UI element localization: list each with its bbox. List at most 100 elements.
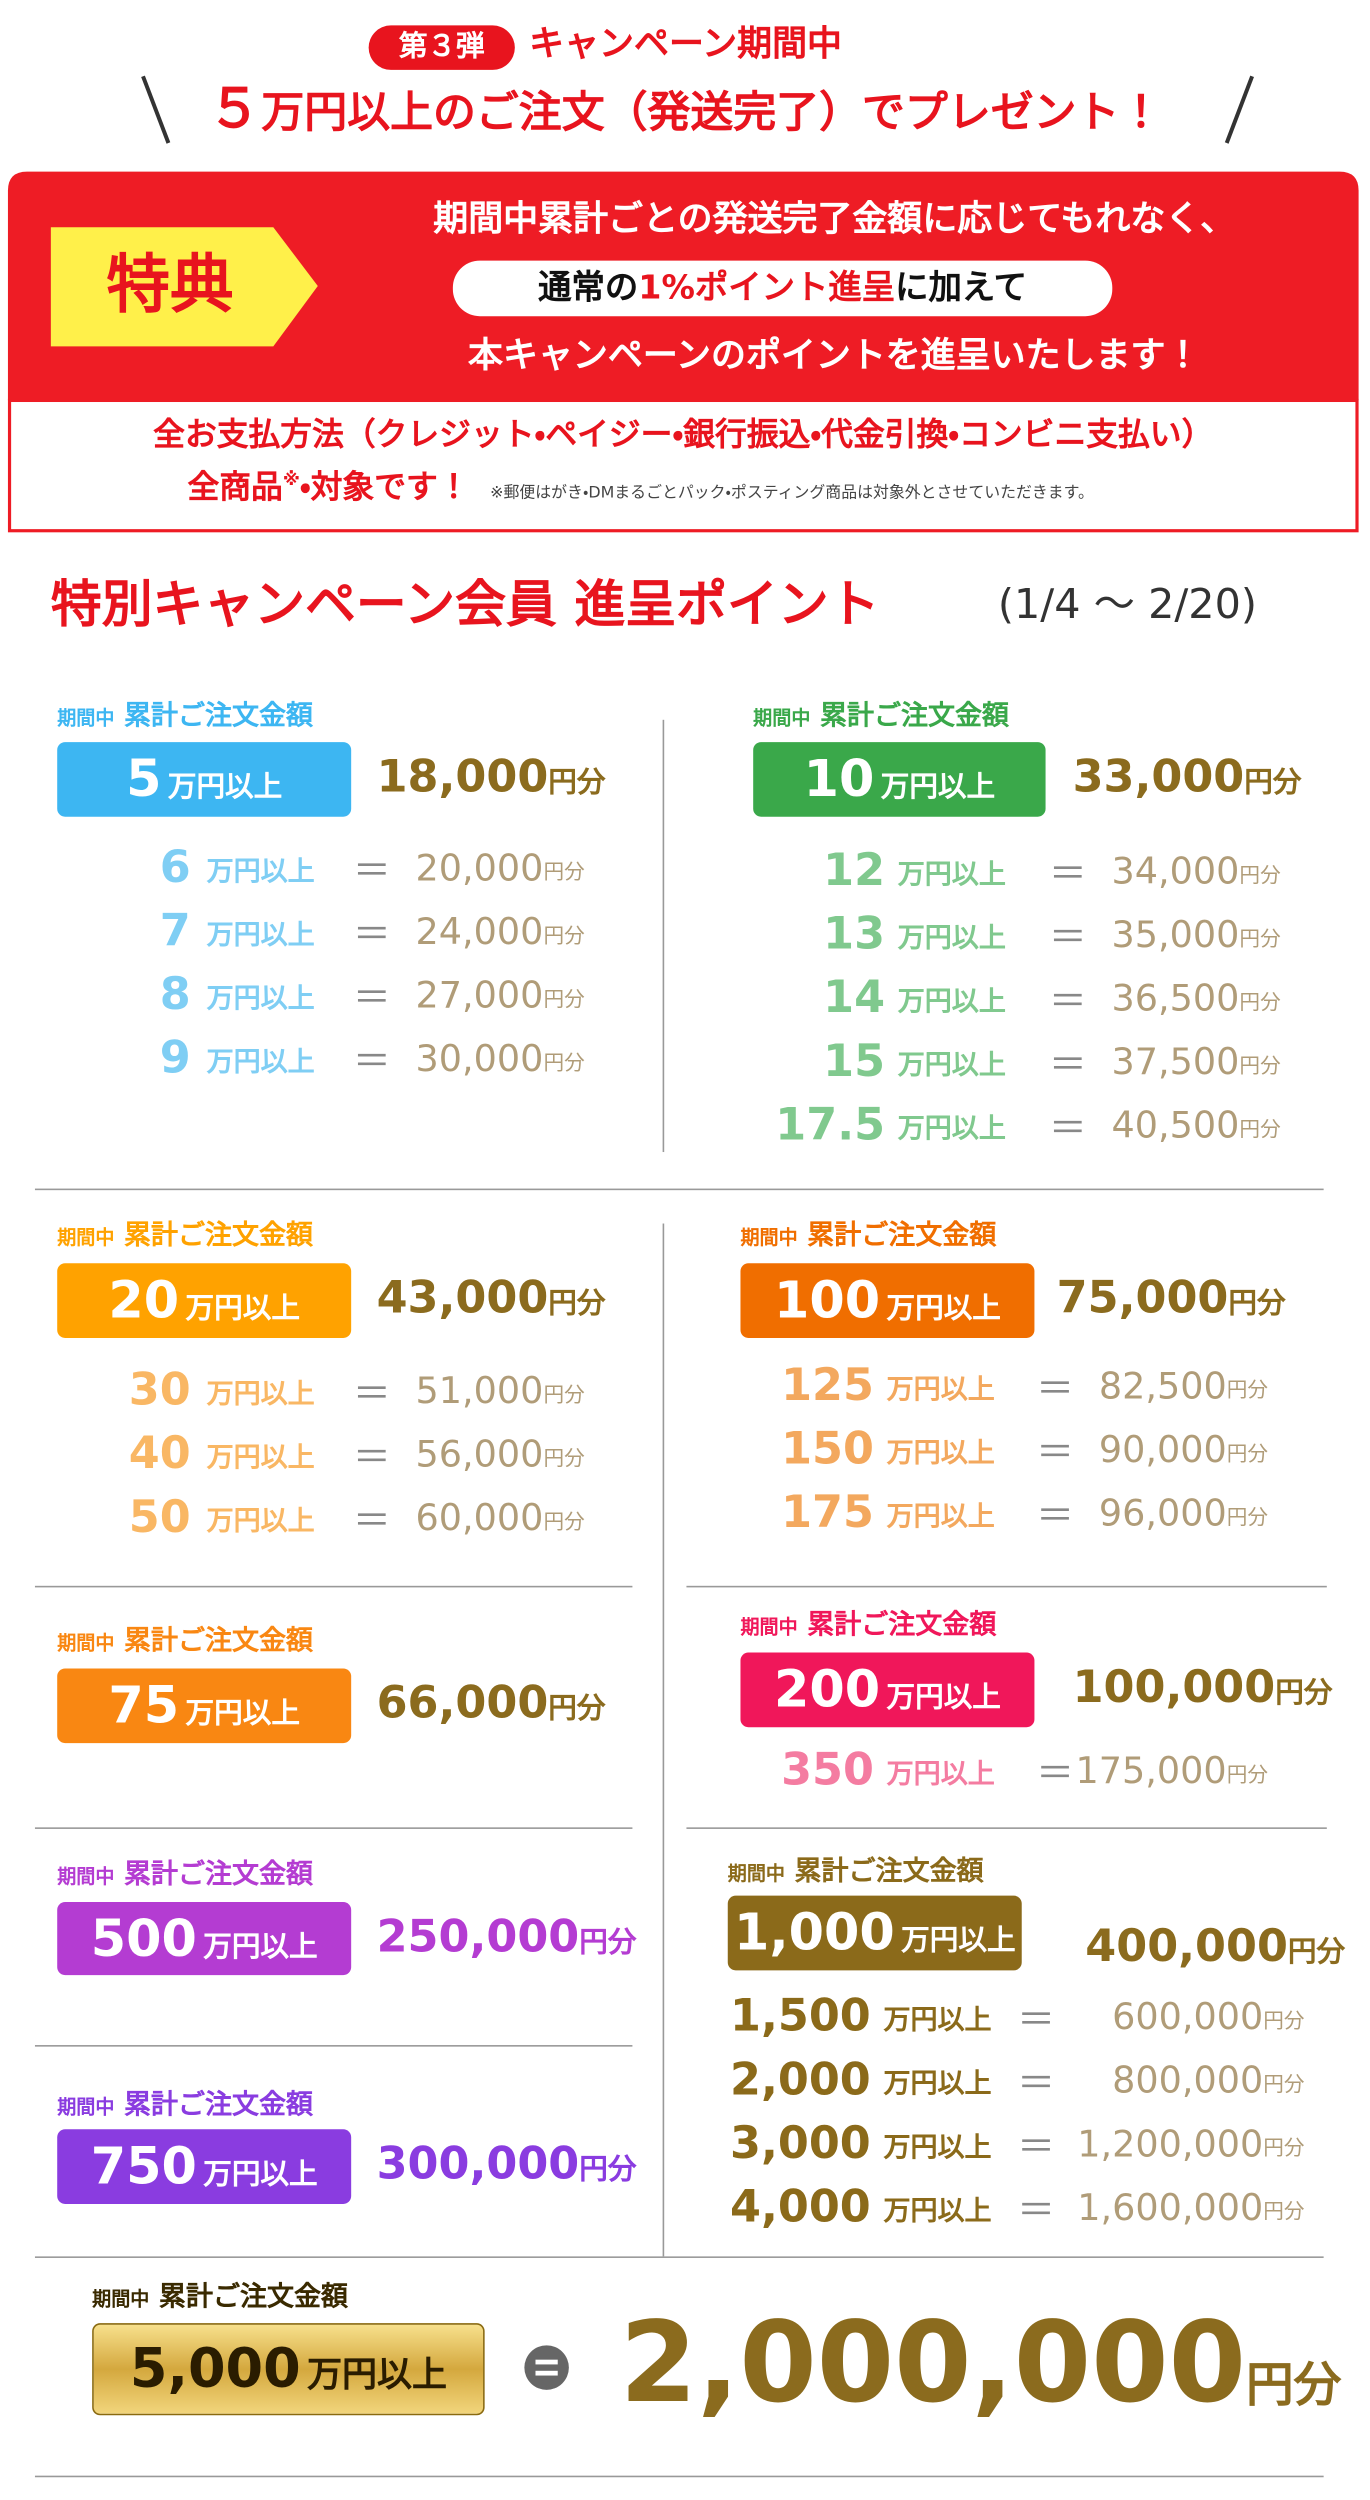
points-unit: 円分 [548, 1287, 606, 1321]
block-label: 期間中 累計ご注文金額 [728, 1855, 984, 1888]
pill-text: 通常の1%ポイント進呈に加えて [453, 268, 1112, 307]
label-prefix: 期間中 [92, 2288, 150, 2311]
equals-icon [524, 2345, 569, 2390]
row-amount: 125 [781, 1358, 874, 1412]
row-unit: 万円以上 [206, 1442, 315, 1475]
row-amount: 17.5 [775, 1097, 886, 1151]
row-eq: ＝ [1048, 1105, 1087, 1151]
equals-bar [535, 2370, 558, 2376]
pill-before: 通常の [538, 268, 639, 307]
row-eq: ＝ [352, 848, 391, 894]
row-points-unit: 円分 [1239, 1118, 1281, 1143]
points-value: 400,000 [1085, 1918, 1288, 1972]
points-value: 250,000 [376, 1909, 580, 1962]
row-unit: 万円以上 [897, 923, 1006, 955]
row-points-unit: 円分 [543, 988, 585, 1013]
row-eq: ＝ [1016, 1997, 1056, 2042]
row-amount: 14 [823, 970, 886, 1024]
equals-bar [535, 2359, 558, 2365]
points: 100,000円分 [1073, 1665, 1333, 1709]
row-unit: 万円以上 [206, 920, 315, 952]
points: 2,000,000円分 [620, 2306, 1342, 2417]
row-points: 90,000 [1098, 1430, 1227, 1472]
label-text: 累計ご注文金額 [807, 1220, 997, 1253]
points: 43,000円分 [377, 1275, 606, 1321]
points: 250,000円分 [377, 1913, 637, 1958]
row-amount: 9 [159, 1031, 191, 1084]
row-amount: 7 [159, 904, 191, 957]
notice-a: 全商品 [187, 467, 283, 506]
divider [34, 1188, 1324, 1191]
points-unit: 円分 [1228, 1287, 1286, 1321]
row-unit: 万円以上 [883, 2068, 992, 2101]
row-amount: 4,000 [730, 2180, 871, 2233]
row-points: 96,000 [1098, 1493, 1227, 1535]
points-value: 33,000 [1072, 750, 1245, 803]
row-eq: ＝ [352, 1434, 391, 1480]
points-value: 66,000 [376, 1676, 549, 1729]
row-amount: 150 [781, 1422, 874, 1475]
notice-line1: 全お支払方法（クレジット・ペイジー・銀行振込・代金引換・コンビニ支払い） [153, 414, 1214, 453]
label-text: 累計ご注文金額 [123, 700, 314, 733]
notice-box [7, 398, 1359, 533]
row-amount: 3,000 [730, 2116, 871, 2169]
row-points: 34,000 [1111, 851, 1240, 894]
divider [34, 2475, 1324, 2478]
header-text: 万円以上のご注文（発送完了）でプレゼント！ [261, 88, 1163, 139]
amount: 10 [803, 748, 875, 809]
benefit-label: 特典 [106, 249, 234, 323]
label-text: 累計ご注文金額 [123, 2089, 314, 2122]
amount-box: 500 万円以上 [57, 1902, 352, 1976]
label-text: 累計ご注文金額 [158, 2281, 349, 2314]
label-prefix: 期間中 [740, 1226, 798, 1249]
amount: 5,000 [129, 2337, 301, 2401]
row-eq: ＝ [1048, 851, 1087, 897]
row-amount: 175 [781, 1485, 874, 1539]
row-unit: 万円以上 [886, 1501, 995, 1534]
points: 33,000円分 [1073, 754, 1302, 799]
row-points: 30,000 [415, 1039, 544, 1081]
row-points: 24,000 [415, 912, 544, 954]
points-value: 2,000,000 [619, 2296, 1246, 2428]
divider [34, 2045, 633, 2047]
row-points-unit: 円分 [543, 1051, 585, 1076]
row-points-unit: 円分 [1226, 1379, 1269, 1404]
label-prefix: 期間中 [753, 707, 811, 730]
benefit-arrow [50, 227, 318, 347]
row-points-unit: 円分 [543, 1384, 585, 1408]
row-points-unit: 円分 [1263, 2200, 1305, 2225]
label-text: 累計ご注文金額 [794, 1855, 984, 1888]
row-points: 1,200,000 [1077, 2124, 1264, 2166]
points: 300,000円分 [377, 2141, 637, 2186]
row-amount: 13 [823, 907, 886, 960]
amount-unit: 万円以上 [185, 1697, 300, 1731]
row-unit: 万円以上 [897, 1113, 1006, 1146]
label-prefix: 期間中 [57, 1226, 115, 1249]
divider [34, 1585, 633, 1588]
label-prefix: 期間中 [57, 1865, 115, 1888]
row-points: 20,000 [415, 848, 544, 890]
amount-box: 10 万円以上 [753, 742, 1046, 817]
notice-note: ※郵便はがき・DMまるごとパック・ポスティング商品は対象外とさせていただきます。 [490, 484, 1094, 503]
notice-line2: 全商品※・対象です！ ※郵便はがき・DMまるごとパック・ポスティング商品は対象外… [188, 470, 1094, 502]
section-title: 特別キャンペーン会員 進呈ポイント [50, 573, 880, 635]
row-points-unit: 円分 [1239, 927, 1281, 952]
amount-box: 5,000 万円以上 [92, 2323, 485, 2416]
row-points-unit: 円分 [543, 1511, 585, 1535]
block-label: 期間中 累計ご注文金額 [92, 2281, 349, 2314]
row-eq: ＝ [1016, 2124, 1056, 2169]
slash-right [1224, 75, 1254, 144]
divider [34, 2256, 1324, 2258]
divider [662, 1223, 665, 2257]
points: 18,000円分 [377, 754, 606, 800]
label-text: 累計ご注文金額 [123, 1220, 314, 1253]
amount-box: 100 万円以上 [740, 1263, 1035, 1338]
row-points-unit: 円分 [1263, 2010, 1305, 2034]
row-unit: 万円以上 [897, 1050, 1006, 1083]
points-unit: 円分 [548, 766, 606, 800]
divider [34, 1827, 633, 1829]
points-value: 100,000 [1072, 1660, 1276, 1714]
row-unit: 万円以上 [883, 2005, 992, 2038]
row-points-unit: 円分 [1239, 1055, 1281, 1079]
